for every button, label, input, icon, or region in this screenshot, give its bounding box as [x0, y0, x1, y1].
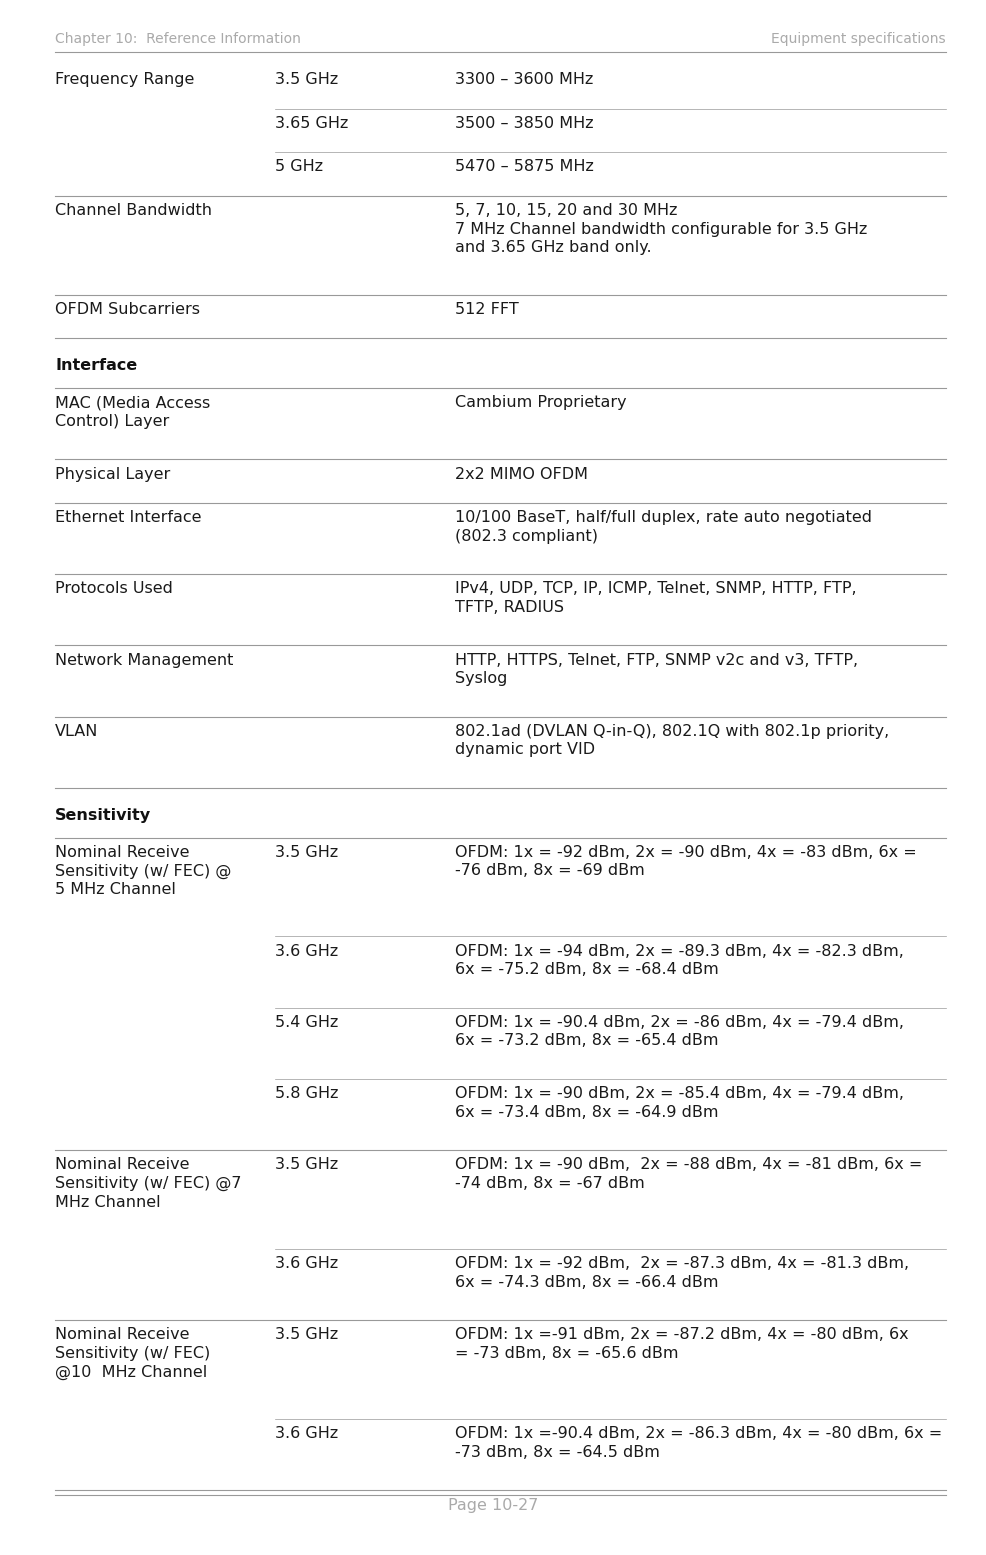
Text: OFDM: 1x = -90.4 dBm, 2x = -86 dBm, 4x = -79.4 dBm,
6x = -73.2 dBm, 8x = -65.4 d: OFDM: 1x = -90.4 dBm, 2x = -86 dBm, 4x =…	[455, 1015, 904, 1048]
Text: 5 GHz: 5 GHz	[275, 160, 323, 174]
Text: 5.4 GHz: 5.4 GHz	[275, 1015, 338, 1029]
Text: OFDM: 1x = -92 dBm,  2x = -87.3 dBm, 4x = -81.3 dBm,
6x = -74.3 dBm, 8x = -66.4 : OFDM: 1x = -92 dBm, 2x = -87.3 dBm, 4x =…	[455, 1256, 909, 1289]
Text: 3.5 GHz: 3.5 GHz	[275, 1157, 338, 1172]
Text: 10/100 BaseT, half/full duplex, rate auto negotiated
(802.3 compliant): 10/100 BaseT, half/full duplex, rate aut…	[455, 510, 872, 544]
Text: Equipment specifications: Equipment specifications	[771, 33, 946, 47]
Text: Chapter 10:  Reference Information: Chapter 10: Reference Information	[55, 33, 301, 47]
Text: 3.5 GHz: 3.5 GHz	[275, 844, 338, 860]
Text: OFDM: 1x = -90 dBm,  2x = -88 dBm, 4x = -81 dBm, 6x =
-74 dBm, 8x = -67 dBm: OFDM: 1x = -90 dBm, 2x = -88 dBm, 4x = -…	[455, 1157, 922, 1191]
Text: 3.5 GHz: 3.5 GHz	[275, 72, 338, 87]
Text: OFDM: 1x = -92 dBm, 2x = -90 dBm, 4x = -83 dBm, 6x =
-76 dBm, 8x = -69 dBm: OFDM: 1x = -92 dBm, 2x = -90 dBm, 4x = -…	[455, 844, 917, 879]
Text: Protocols Used: Protocols Used	[55, 582, 173, 596]
Text: Channel Bandwidth: Channel Bandwidth	[55, 204, 212, 218]
Text: Sensitivity: Sensitivity	[55, 807, 151, 823]
Text: VLAN: VLAN	[55, 723, 99, 739]
Text: 3.6 GHz: 3.6 GHz	[275, 1426, 338, 1441]
Text: Network Management: Network Management	[55, 653, 234, 667]
Text: Physical Layer: Physical Layer	[55, 466, 171, 482]
Text: Nominal Receive
Sensitivity (w/ FEC) @7
MHz Channel: Nominal Receive Sensitivity (w/ FEC) @7 …	[55, 1157, 242, 1210]
Text: Frequency Range: Frequency Range	[55, 72, 194, 87]
Text: 3300 – 3600 MHz: 3300 – 3600 MHz	[455, 72, 594, 87]
Text: 3.5 GHz: 3.5 GHz	[275, 1328, 338, 1342]
Text: 3.6 GHz: 3.6 GHz	[275, 1256, 338, 1270]
Text: 3500 – 3850 MHz: 3500 – 3850 MHz	[455, 115, 594, 131]
Text: OFDM: 1x = -94 dBm, 2x = -89.3 dBm, 4x = -82.3 dBm,
6x = -75.2 dBm, 8x = -68.4 d: OFDM: 1x = -94 dBm, 2x = -89.3 dBm, 4x =…	[455, 944, 904, 977]
Text: 802.1ad (DVLAN Q-in-Q), 802.1Q with 802.1p priority,
dynamic port VID: 802.1ad (DVLAN Q-in-Q), 802.1Q with 802.…	[455, 723, 889, 757]
Text: 5470 – 5875 MHz: 5470 – 5875 MHz	[455, 160, 594, 174]
Text: OFDM: 1x =-91 dBm, 2x = -87.2 dBm, 4x = -80 dBm, 6x
= -73 dBm, 8x = -65.6 dBm: OFDM: 1x =-91 dBm, 2x = -87.2 dBm, 4x = …	[455, 1328, 909, 1361]
Text: 2x2 MIMO OFDM: 2x2 MIMO OFDM	[455, 466, 588, 482]
Text: 3.6 GHz: 3.6 GHz	[275, 944, 338, 958]
Text: IPv4, UDP, TCP, IP, ICMP, Telnet, SNMP, HTTP, FTP,
TFTP, RADIUS: IPv4, UDP, TCP, IP, ICMP, Telnet, SNMP, …	[455, 582, 857, 614]
Text: Nominal Receive
Sensitivity (w/ FEC)
@10  MHz Channel: Nominal Receive Sensitivity (w/ FEC) @10…	[55, 1328, 210, 1379]
Text: Page 10-27: Page 10-27	[448, 1497, 538, 1513]
Text: Ethernet Interface: Ethernet Interface	[55, 510, 201, 526]
Text: 3.65 GHz: 3.65 GHz	[275, 115, 348, 131]
Text: Interface: Interface	[55, 358, 137, 373]
Text: OFDM Subcarriers: OFDM Subcarriers	[55, 302, 200, 317]
Text: Cambium Proprietary: Cambium Proprietary	[455, 395, 627, 411]
Text: Nominal Receive
Sensitivity (w/ FEC) @
5 MHz Channel: Nominal Receive Sensitivity (w/ FEC) @ 5…	[55, 844, 232, 897]
Text: 5.8 GHz: 5.8 GHz	[275, 1085, 338, 1101]
Text: MAC (Media Access
Control) Layer: MAC (Media Access Control) Layer	[55, 395, 210, 429]
Text: HTTP, HTTPS, Telnet, FTP, SNMP v2c and v3, TFTP,
Syslog: HTTP, HTTPS, Telnet, FTP, SNMP v2c and v…	[455, 653, 858, 686]
Text: OFDM: 1x = -90 dBm, 2x = -85.4 dBm, 4x = -79.4 dBm,
6x = -73.4 dBm, 8x = -64.9 d: OFDM: 1x = -90 dBm, 2x = -85.4 dBm, 4x =…	[455, 1085, 904, 1120]
Text: OFDM: 1x =-90.4 dBm, 2x = -86.3 dBm, 4x = -80 dBm, 6x =
-73 dBm, 8x = -64.5 dBm: OFDM: 1x =-90.4 dBm, 2x = -86.3 dBm, 4x …	[455, 1426, 943, 1460]
Text: 5, 7, 10, 15, 20 and 30 MHz
7 MHz Channel bandwidth configurable for 3.5 GHz
and: 5, 7, 10, 15, 20 and 30 MHz 7 MHz Channe…	[455, 204, 868, 255]
Text: 512 FFT: 512 FFT	[455, 302, 519, 317]
